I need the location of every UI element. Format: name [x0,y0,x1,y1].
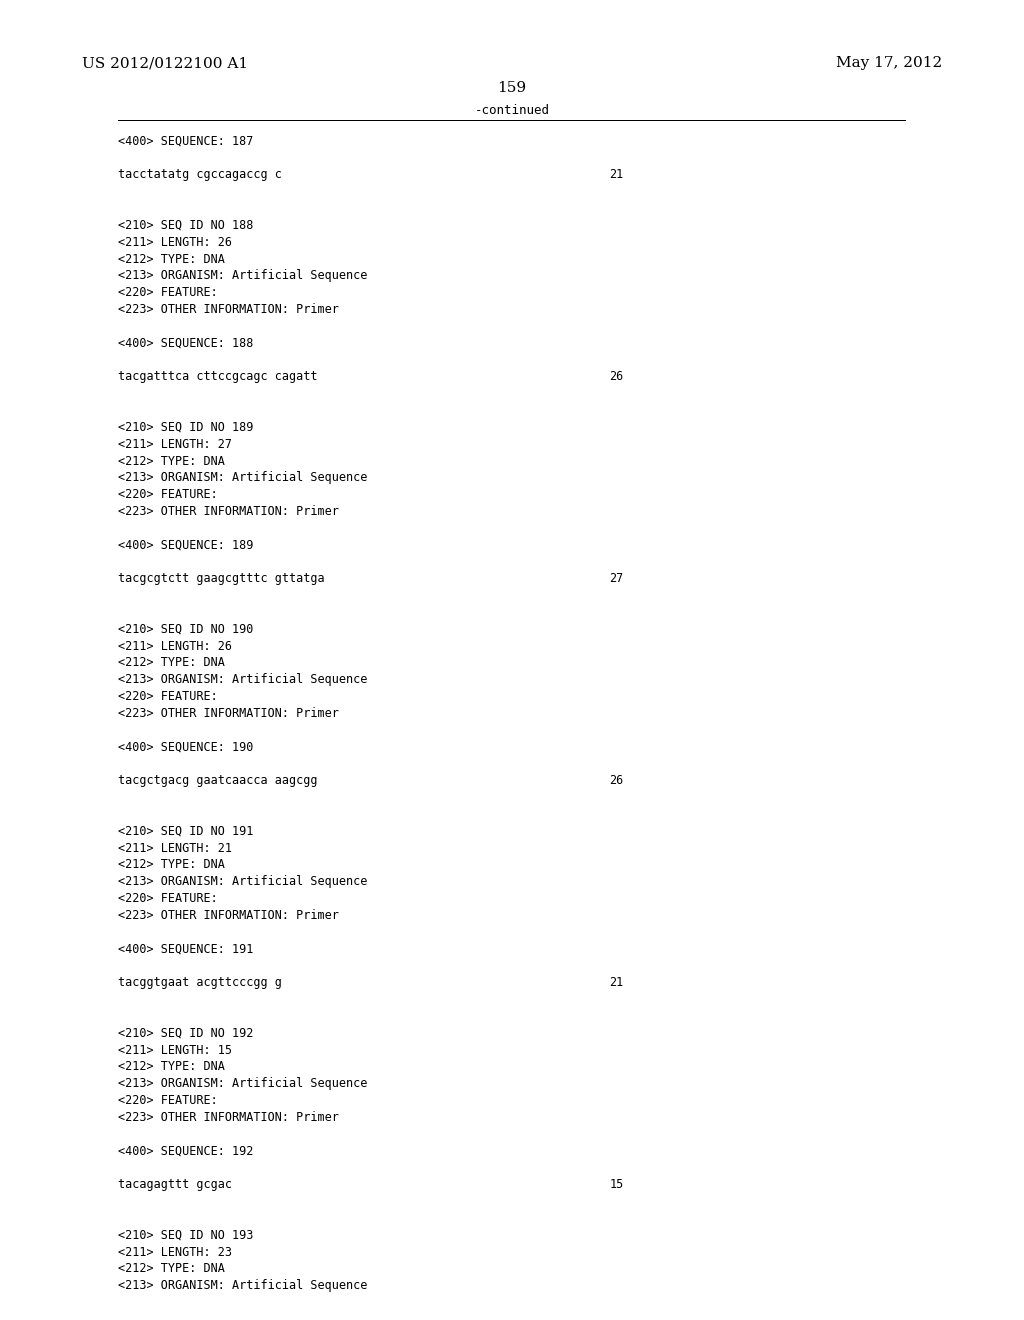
Text: <213> ORGANISM: Artificial Sequence: <213> ORGANISM: Artificial Sequence [118,269,368,282]
Text: <223> OTHER INFORMATION: Primer: <223> OTHER INFORMATION: Primer [118,506,339,517]
Text: <220> FEATURE:: <220> FEATURE: [118,690,217,704]
Text: tacggtgaat acgttcccgg g: tacggtgaat acgttcccgg g [118,977,282,989]
Text: <210> SEQ ID NO 191: <210> SEQ ID NO 191 [118,825,253,838]
Text: 27: 27 [609,573,624,585]
Text: <220> FEATURE:: <220> FEATURE: [118,1094,217,1107]
Text: 26: 26 [609,371,624,383]
Text: 21: 21 [609,169,624,181]
Text: <400> SEQUENCE: 192: <400> SEQUENCE: 192 [118,1144,253,1158]
Text: <213> ORGANISM: Artificial Sequence: <213> ORGANISM: Artificial Sequence [118,875,368,888]
Text: <212> TYPE: DNA: <212> TYPE: DNA [118,252,224,265]
Text: <223> OTHER INFORMATION: Primer: <223> OTHER INFORMATION: Primer [118,1111,339,1123]
Text: <220> FEATURE:: <220> FEATURE: [118,286,217,300]
Text: <400> SEQUENCE: 191: <400> SEQUENCE: 191 [118,942,253,956]
Text: <211> LENGTH: 26: <211> LENGTH: 26 [118,236,231,248]
Text: tacgatttca cttccgcagc cagatt: tacgatttca cttccgcagc cagatt [118,371,317,383]
Text: 26: 26 [609,775,624,787]
Text: <211> LENGTH: 26: <211> LENGTH: 26 [118,640,231,652]
Text: <210> SEQ ID NO 188: <210> SEQ ID NO 188 [118,219,253,232]
Text: <400> SEQUENCE: 190: <400> SEQUENCE: 190 [118,741,253,754]
Text: tacctatatg cgccagaccg c: tacctatatg cgccagaccg c [118,169,282,181]
Text: <212> TYPE: DNA: <212> TYPE: DNA [118,656,224,669]
Text: <212> TYPE: DNA: <212> TYPE: DNA [118,1060,224,1073]
Text: 21: 21 [609,977,624,989]
Text: <213> ORGANISM: Artificial Sequence: <213> ORGANISM: Artificial Sequence [118,471,368,484]
Text: <212> TYPE: DNA: <212> TYPE: DNA [118,1262,224,1275]
Text: <212> TYPE: DNA: <212> TYPE: DNA [118,858,224,871]
Text: -continued: -continued [474,104,550,117]
Text: <213> ORGANISM: Artificial Sequence: <213> ORGANISM: Artificial Sequence [118,1279,368,1292]
Text: <220> FEATURE:: <220> FEATURE: [118,892,217,906]
Text: tacgctgacg gaatcaacca aagcgg: tacgctgacg gaatcaacca aagcgg [118,775,317,787]
Text: tacagagttt gcgac: tacagagttt gcgac [118,1179,231,1191]
Text: <211> LENGTH: 15: <211> LENGTH: 15 [118,1044,231,1056]
Text: <400> SEQUENCE: 187: <400> SEQUENCE: 187 [118,135,253,148]
Text: <211> LENGTH: 21: <211> LENGTH: 21 [118,842,231,854]
Text: 15: 15 [609,1179,624,1191]
Text: <212> TYPE: DNA: <212> TYPE: DNA [118,454,224,467]
Text: <220> FEATURE:: <220> FEATURE: [118,488,217,502]
Text: <210> SEQ ID NO 189: <210> SEQ ID NO 189 [118,421,253,434]
Text: <213> ORGANISM: Artificial Sequence: <213> ORGANISM: Artificial Sequence [118,673,368,686]
Text: <210> SEQ ID NO 190: <210> SEQ ID NO 190 [118,623,253,636]
Text: <223> OTHER INFORMATION: Primer: <223> OTHER INFORMATION: Primer [118,708,339,719]
Text: US 2012/0122100 A1: US 2012/0122100 A1 [82,57,248,70]
Text: <211> LENGTH: 27: <211> LENGTH: 27 [118,438,231,450]
Text: <211> LENGTH: 23: <211> LENGTH: 23 [118,1246,231,1258]
Text: <400> SEQUENCE: 188: <400> SEQUENCE: 188 [118,337,253,350]
Text: <213> ORGANISM: Artificial Sequence: <213> ORGANISM: Artificial Sequence [118,1077,368,1090]
Text: tacgcgtctt gaagcgtttc gttatga: tacgcgtctt gaagcgtttc gttatga [118,573,325,585]
Text: <223> OTHER INFORMATION: Primer: <223> OTHER INFORMATION: Primer [118,909,339,921]
Text: 159: 159 [498,82,526,95]
Text: <223> OTHER INFORMATION: Primer: <223> OTHER INFORMATION: Primer [118,304,339,315]
Text: <210> SEQ ID NO 192: <210> SEQ ID NO 192 [118,1027,253,1040]
Text: May 17, 2012: May 17, 2012 [836,57,942,70]
Text: <210> SEQ ID NO 193: <210> SEQ ID NO 193 [118,1229,253,1242]
Text: <400> SEQUENCE: 189: <400> SEQUENCE: 189 [118,539,253,552]
